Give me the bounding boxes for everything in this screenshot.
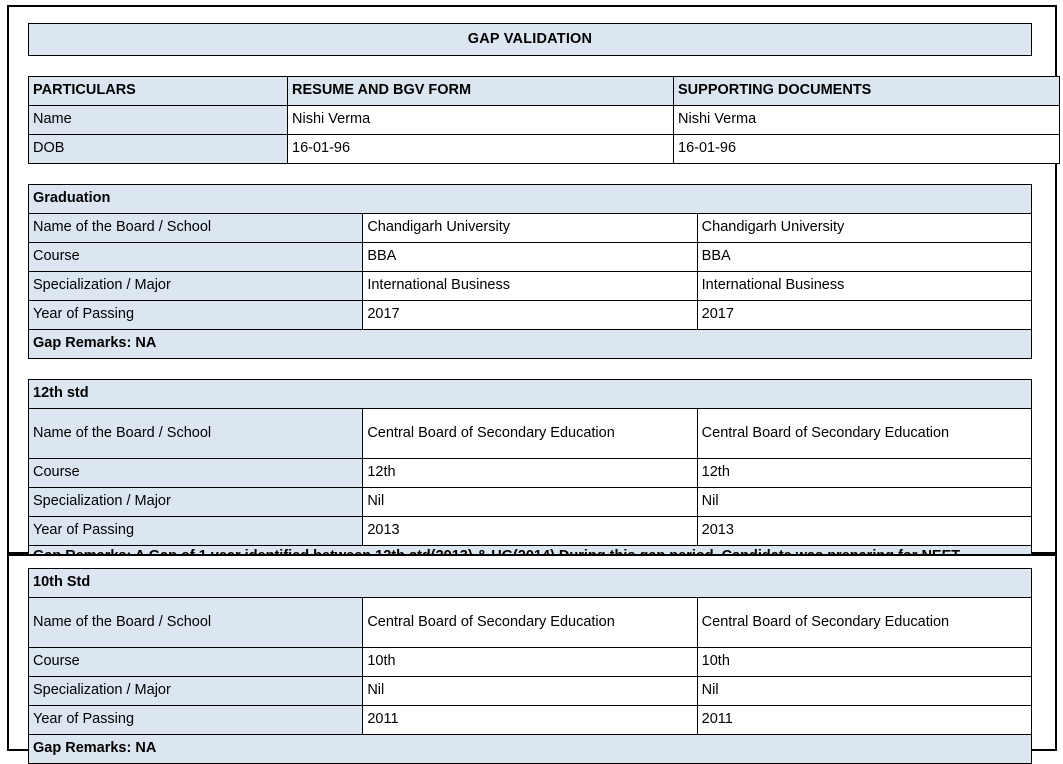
section-heading-row: 12th std — [28, 379, 1032, 409]
row-label-course: Course — [27, 647, 364, 677]
gap-remarks-graduation: Gap Remarks: NA — [28, 329, 1032, 359]
cell-course-resume: 10th — [362, 647, 698, 677]
column-header-particulars: PARTICULARS — [28, 76, 288, 106]
title-table: GAP VALIDATION — [28, 23, 1032, 56]
gap-remarks-10th: Gap Remarks: NA — [28, 734, 1032, 764]
table-row-year: Year of Passing 2011 2011 — [27, 705, 1033, 735]
table-row-board: Name of the Board / School Chandigarh Un… — [27, 213, 1033, 243]
table-row-year: Year of Passing 2017 2017 — [27, 300, 1033, 330]
row-label-year: Year of Passing — [27, 300, 364, 330]
cell-dob-resume: 16-01-96 — [287, 134, 674, 164]
cell-name-resume: Nishi Verma — [287, 105, 674, 135]
row-label-name: Name — [28, 105, 288, 135]
cell-board-supporting: Central Board of Secondary Education — [696, 408, 1033, 459]
table-row-course: Course 12th 12th — [27, 458, 1033, 488]
top-spacer — [28, 7, 1036, 23]
table-row-gap-remarks: Gap Remarks: NA — [28, 329, 1032, 359]
cell-dob-supporting: 16-01-96 — [673, 134, 1060, 164]
section-table-12th: 12th std Name of the Board / School Cent… — [27, 379, 1033, 586]
cell-name-supporting: Nishi Verma — [673, 105, 1060, 135]
row-label-board: Name of the Board / School — [27, 408, 364, 459]
cell-board-supporting: Chandigarh University — [696, 213, 1033, 243]
cell-specialization-supporting: Nil — [696, 487, 1033, 517]
cell-board-resume: Central Board of Secondary Education — [362, 597, 698, 648]
section-heading-12th: 12th std — [28, 379, 1032, 409]
table-row-board: Name of the Board / School Central Board… — [27, 597, 1033, 648]
row-label-specialization: Specialization / Major — [27, 487, 364, 517]
cell-course-resume: 12th — [362, 458, 698, 488]
cell-year-supporting: 2011 — [696, 705, 1033, 735]
table-header-row: PARTICULARS RESUME AND BGV FORM SUPPORTI… — [28, 76, 1060, 106]
cell-specialization-resume: Nil — [362, 487, 698, 517]
table-row-specialization: Specialization / Major Nil Nil — [27, 676, 1033, 706]
row-label-specialization: Specialization / Major — [27, 271, 364, 301]
row-label-board: Name of the Board / School — [27, 213, 364, 243]
page2-top-spacer — [28, 556, 1036, 568]
row-label-dob: DOB — [28, 134, 288, 164]
section-heading-10th: 10th Std — [28, 568, 1032, 598]
column-header-supporting: SUPPORTING DOCUMENTS — [673, 76, 1060, 106]
section-table-10th: 10th Std Name of the Board / School Cent… — [27, 568, 1033, 764]
cell-board-resume: Chandigarh University — [362, 213, 698, 243]
table-row-specialization: Specialization / Major Nil Nil — [27, 487, 1033, 517]
cell-board-supporting: Central Board of Secondary Education — [696, 597, 1033, 648]
cell-year-resume: 2013 — [362, 516, 698, 546]
cell-year-supporting: 2017 — [696, 300, 1033, 330]
document-page-1: GAP VALIDATION PARTICULARS RESUME AND BG… — [7, 5, 1060, 586]
column-header-resume: RESUME AND BGV FORM — [287, 76, 674, 106]
cell-course-resume: BBA — [362, 242, 698, 272]
table-row-board: Name of the Board / School Central Board… — [27, 408, 1033, 459]
cell-year-supporting: 2013 — [696, 516, 1033, 546]
row-label-course: Course — [27, 242, 364, 272]
table-row-dob: DOB 16-01-96 16-01-96 — [28, 134, 1060, 164]
title-row: GAP VALIDATION — [28, 23, 1032, 56]
section-gap-spacer-2 — [28, 359, 1036, 379]
page-2-content: 10th Std Name of the Board / School Cent… — [9, 556, 1055, 764]
table-row-course: Course 10th 10th — [27, 647, 1033, 677]
document-page-2: 10th Std Name of the Board / School Cent… — [7, 554, 1057, 764]
section-heading-graduation: Graduation — [28, 184, 1032, 214]
cell-specialization-resume: Nil — [362, 676, 698, 706]
table-row-year: Year of Passing 2013 2013 — [27, 516, 1033, 546]
cell-course-supporting: BBA — [696, 242, 1033, 272]
row-label-year: Year of Passing — [27, 516, 364, 546]
title-gap-spacer — [28, 56, 1036, 76]
section-gap-spacer-1 — [28, 164, 1036, 184]
cell-specialization-supporting: International Business — [696, 271, 1033, 301]
row-label-board: Name of the Board / School — [27, 597, 364, 648]
page-1-content: GAP VALIDATION PARTICULARS RESUME AND BG… — [9, 7, 1060, 586]
document-title: GAP VALIDATION — [28, 23, 1032, 56]
row-label-year: Year of Passing — [27, 705, 364, 735]
table-row-specialization: Specialization / Major International Bus… — [27, 271, 1033, 301]
section-heading-row: Graduation — [28, 184, 1032, 214]
cell-course-supporting: 12th — [696, 458, 1033, 488]
section-heading-row: 10th Std — [28, 568, 1032, 598]
section-table-graduation: Graduation Name of the Board / School Ch… — [27, 184, 1033, 359]
cell-year-resume: 2011 — [362, 705, 698, 735]
cell-specialization-resume: International Business — [362, 271, 698, 301]
table-row-gap-remarks: Gap Remarks: NA — [28, 734, 1032, 764]
cell-year-resume: 2017 — [362, 300, 698, 330]
particulars-table: PARTICULARS RESUME AND BGV FORM SUPPORTI… — [28, 76, 1060, 164]
cell-specialization-supporting: Nil — [696, 676, 1033, 706]
table-row-name: Name Nishi Verma Nishi Verma — [28, 105, 1060, 135]
cell-course-supporting: 10th — [696, 647, 1033, 677]
row-label-specialization: Specialization / Major — [27, 676, 364, 706]
cell-board-resume: Central Board of Secondary Education — [362, 408, 698, 459]
row-label-course: Course — [27, 458, 364, 488]
table-row-course: Course BBA BBA — [27, 242, 1033, 272]
